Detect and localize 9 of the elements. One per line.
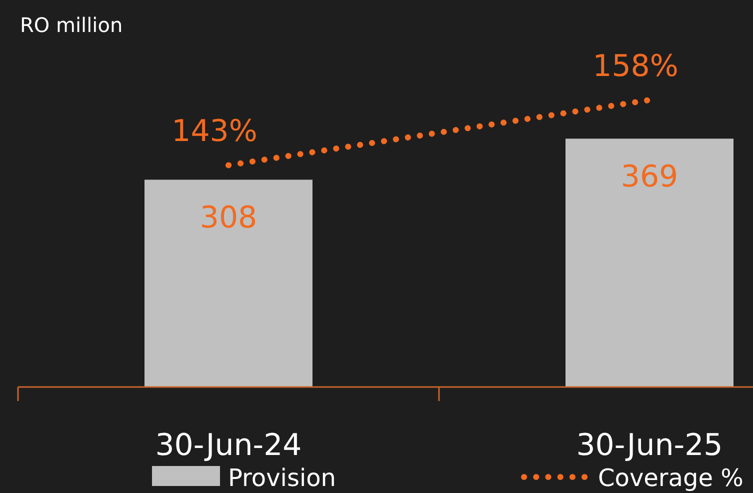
data-label: 143% xyxy=(172,114,258,150)
data-label: 308 xyxy=(200,200,258,236)
legend-label: Provision xyxy=(228,464,336,492)
legend-label: Coverage % xyxy=(598,464,744,492)
x-tick-label: 30-Jun-25 xyxy=(576,428,723,463)
data-label: 158% xyxy=(592,49,678,84)
y-axis-title: RO million xyxy=(20,13,123,37)
data-label: 369 xyxy=(620,160,678,195)
x-tick-label: 30-Jun-24 xyxy=(155,428,302,463)
